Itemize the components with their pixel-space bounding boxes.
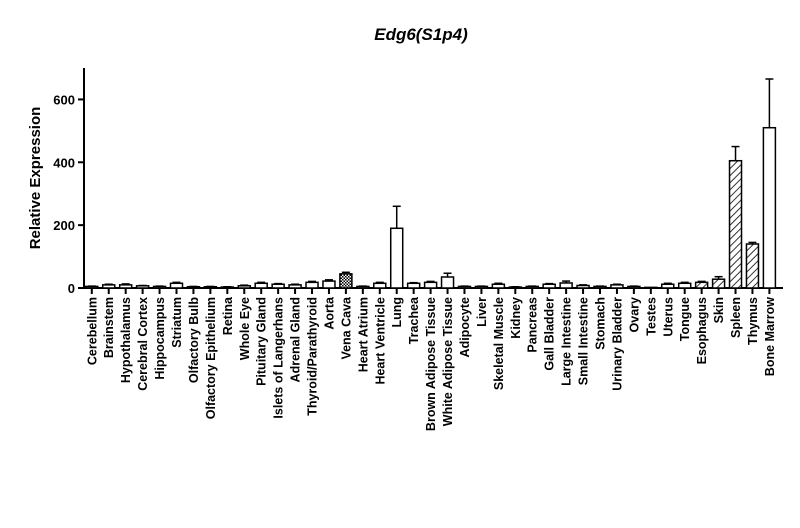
x-tick-label: Pituitary Gland: [255, 297, 269, 386]
bar: [677, 282, 692, 289]
bar: [237, 285, 252, 289]
x-tick-label: Olfactory Bulb: [187, 297, 201, 383]
bar: [322, 280, 336, 289]
y-ticks: 0 200 400 600: [53, 92, 84, 296]
x-tick-label: Adipocyte: [458, 297, 472, 357]
y-tick-label: 200: [53, 218, 75, 233]
bar: [661, 283, 675, 289]
x-tick-label: Tongue: [678, 297, 692, 341]
x-tick-label: Aorta: [322, 296, 336, 330]
x-tick-label: Trachea: [407, 296, 421, 344]
x-tick-label: Ovary: [627, 297, 641, 332]
y-axis-label: Relative Expression: [27, 107, 44, 250]
x-tick-label: Skin: [712, 297, 726, 323]
y-tick-label: 600: [53, 92, 75, 107]
bar: [610, 284, 624, 289]
y-tick-label: 400: [53, 155, 75, 170]
x-tick-label: Esophagus: [695, 297, 709, 364]
bar: [305, 281, 319, 289]
axes: [83, 68, 783, 289]
bar: [118, 284, 133, 289]
x-tick-label: Lung: [390, 297, 404, 328]
bar: [745, 243, 760, 289]
bar: [339, 273, 353, 289]
x-tick-label: Thyroid/Parathyroid: [306, 297, 320, 416]
bar: [711, 278, 726, 289]
chart-title: Edg6(S1p4): [374, 25, 468, 44]
x-tick-label: Gall Bladder: [543, 297, 557, 371]
x-tick-label: Heart Ventricle: [373, 297, 387, 385]
bar: [406, 282, 421, 289]
y-tick-label: 0: [68, 281, 75, 296]
x-tick-label: Brainstem: [102, 297, 116, 358]
bar: [694, 281, 709, 289]
bar: [576, 284, 590, 289]
x-tick-label: Hippocampus: [153, 297, 167, 380]
x-tick-label: Testes: [644, 297, 658, 336]
bar: [644, 286, 658, 289]
x-tick-labels: Cerebellum Brainstem Hypothalamus Cerebral …: [85, 288, 777, 431]
x-tick-label: Vena Cava: [339, 296, 353, 360]
bar: [423, 281, 438, 289]
bars: [85, 78, 777, 289]
x-tick-label: Hypothalamus: [119, 297, 133, 383]
x-tick-label: Adrenal Gland: [289, 297, 303, 382]
x-tick-label: Pancreas: [526, 297, 540, 353]
x-tick-label: Cerebral Cortex: [136, 297, 150, 391]
x-tick-label: Stomach: [594, 297, 608, 350]
x-tick-label: Kidney: [509, 297, 523, 339]
bar: [728, 159, 743, 289]
bar: [542, 283, 556, 289]
bar: [559, 282, 573, 289]
x-tick-label: Thymus: [746, 297, 760, 345]
bar: [762, 126, 777, 289]
x-tick-label: Brown Adipose Tissue: [424, 297, 438, 431]
x-tick-label: White Adipose Tissue: [441, 297, 455, 426]
x-tick-label: Liver: [475, 297, 489, 327]
x-tick-label: Large Intestine: [560, 297, 574, 386]
x-tick-label: Whole Eye: [238, 297, 252, 360]
bar: [271, 283, 285, 289]
x-tick-label: Striatum: [170, 297, 184, 348]
bar: [288, 284, 302, 289]
x-tick-label: Cerebellum: [85, 297, 99, 365]
x-tick-label: Bone Marrow: [763, 297, 777, 376]
bar: [389, 227, 404, 289]
x-tick-label: Urinary Bladder: [610, 297, 624, 391]
x-tick-label: Skeletal Muscle: [492, 297, 506, 390]
x-tick-label: Retina: [221, 296, 235, 335]
bar: [169, 282, 184, 289]
x-tick-label: Olfactory Epithelium: [204, 297, 218, 419]
x-tick-label: Heart Atrium: [356, 297, 370, 372]
bar: [373, 282, 387, 289]
x-tick-label: Spleen: [729, 297, 743, 338]
x-tick-label: Uterus: [661, 297, 675, 337]
bar: [254, 282, 268, 289]
bar: [491, 283, 506, 289]
x-tick-label: Small Intestine: [577, 297, 591, 385]
bar: [101, 284, 116, 289]
bar: [440, 276, 455, 289]
x-tick-label: Islets of Langerhans: [272, 297, 286, 419]
